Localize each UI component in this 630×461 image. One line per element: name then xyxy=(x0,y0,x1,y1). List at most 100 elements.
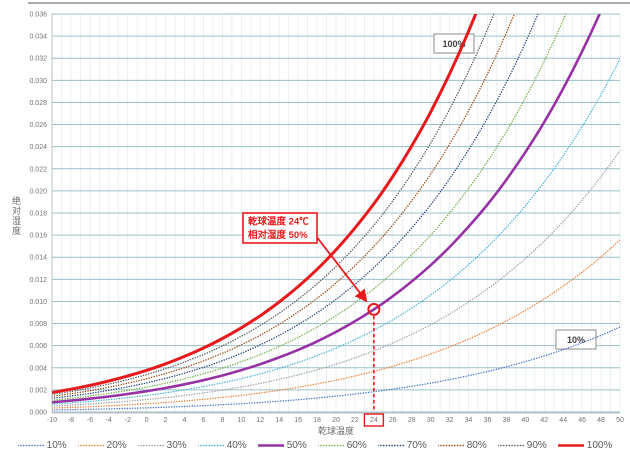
legend-item-50pct: 50% xyxy=(257,440,307,451)
curve-50pct xyxy=(52,14,601,404)
svg-text:8: 8 xyxy=(220,417,224,424)
svg-text:0.006: 0.006 xyxy=(29,343,47,350)
svg-text:0.018: 0.018 xyxy=(29,211,47,218)
legend-label: 100% xyxy=(586,440,613,451)
legend-label: 70% xyxy=(406,440,427,451)
svg-text:32: 32 xyxy=(446,417,454,424)
curve-90pct xyxy=(52,14,495,396)
svg-text:0.022: 0.022 xyxy=(29,166,47,173)
curve-30pct xyxy=(52,150,620,407)
svg-text:44: 44 xyxy=(559,417,567,424)
window-top-edge xyxy=(28,2,630,4)
x-axis-title: 乾球温度 xyxy=(317,426,354,436)
legend-swatch xyxy=(557,444,584,447)
callout-box xyxy=(242,212,318,244)
legend-label: 20% xyxy=(106,440,127,451)
legend-swatch xyxy=(137,444,164,447)
svg-text:0.020: 0.020 xyxy=(29,188,47,195)
svg-text:0.026: 0.026 xyxy=(29,122,47,129)
legend-swatch xyxy=(197,444,224,447)
svg-text:20: 20 xyxy=(332,417,340,424)
chart-canvas: 0.000 0.002 0.004 0.006 0.008 0.010 0.012 0.014… xyxy=(29,12,624,427)
svg-text:0.028: 0.028 xyxy=(29,100,47,107)
legend-label: 50% xyxy=(286,440,307,451)
legend-label: 90% xyxy=(526,440,547,451)
legend-item-10pct: 10% xyxy=(17,440,67,451)
svg-text:6: 6 xyxy=(202,417,206,424)
legend-item-80pct: 80% xyxy=(437,440,487,451)
svg-text:-10: -10 xyxy=(47,417,57,424)
svg-text:26: 26 xyxy=(389,417,397,424)
legend-swatch xyxy=(437,444,464,447)
legend-label: 30% xyxy=(166,440,187,451)
svg-text:0.024: 0.024 xyxy=(29,144,47,151)
legend-item-20pct: 20% xyxy=(77,440,127,451)
svg-text:10%: 10% xyxy=(567,335,585,345)
chart-legend: 10% 20% 30% 40% 50% 60% 70% 80% 90% 100% xyxy=(0,440,630,451)
svg-text:22: 22 xyxy=(351,417,359,424)
svg-text:0.008: 0.008 xyxy=(29,321,47,328)
legend-item-100pct: 100% xyxy=(557,440,613,451)
callout-line-1: 乾球温度 24℃ xyxy=(248,216,309,228)
svg-text:38: 38 xyxy=(503,417,511,424)
svg-text:28: 28 xyxy=(408,417,416,424)
svg-text:12: 12 xyxy=(256,417,264,424)
svg-text:42: 42 xyxy=(540,417,548,424)
svg-text:-2: -2 xyxy=(125,417,131,424)
svg-text:0.032: 0.032 xyxy=(29,56,47,63)
svg-text:24: 24 xyxy=(370,417,378,424)
svg-text:0: 0 xyxy=(145,417,149,424)
svg-text:16: 16 xyxy=(294,417,302,424)
svg-text:46: 46 xyxy=(578,417,586,424)
legend-label: 60% xyxy=(346,440,367,451)
data-point-marker xyxy=(367,302,381,316)
legend-item-70pct: 70% xyxy=(377,440,427,451)
legend-item-90pct: 90% xyxy=(497,440,547,451)
svg-text:36: 36 xyxy=(484,417,492,424)
legend-swatch xyxy=(317,444,344,447)
curve-60pct xyxy=(52,14,567,401)
legend-swatch xyxy=(497,444,524,447)
svg-text:10: 10 xyxy=(237,417,245,424)
svg-text:0.014: 0.014 xyxy=(29,255,47,262)
svg-text:14: 14 xyxy=(275,417,283,424)
callout-line-2: 相对湿度 50% xyxy=(248,229,308,241)
curve-label-10pct: 10% xyxy=(555,329,597,350)
curve-70pct xyxy=(52,14,539,399)
legend-label: 10% xyxy=(46,440,67,451)
curve-40pct xyxy=(52,58,620,405)
svg-text:0.034: 0.034 xyxy=(29,34,47,41)
legend-swatch xyxy=(17,444,44,447)
svg-text:2: 2 xyxy=(164,417,168,424)
legend-swatch xyxy=(377,444,404,447)
legend-item-40pct: 40% xyxy=(197,440,247,451)
curve-80pct xyxy=(52,14,516,398)
svg-text:100%: 100% xyxy=(442,39,465,49)
curve-100pct xyxy=(52,14,478,394)
svg-text:0.004: 0.004 xyxy=(29,365,47,372)
svg-text:-8: -8 xyxy=(68,417,74,424)
svg-text:0.002: 0.002 xyxy=(29,387,47,394)
highlighted-tick-box xyxy=(363,413,385,427)
svg-text:30: 30 xyxy=(427,417,435,424)
svg-text:0.036: 0.036 xyxy=(29,12,47,19)
legend-item-60pct: 60% xyxy=(317,440,367,451)
y-axis-title: 绝对湿度 xyxy=(11,196,21,236)
curves xyxy=(52,14,620,411)
svg-text:-4: -4 xyxy=(106,417,112,424)
svg-text:40: 40 xyxy=(521,417,529,424)
svg-text:0.010: 0.010 xyxy=(29,299,47,306)
legend-label: 80% xyxy=(466,440,487,451)
y-gridlines xyxy=(52,13,620,413)
svg-text:50: 50 xyxy=(616,417,624,424)
svg-text:18: 18 xyxy=(313,417,321,424)
svg-text:0.016: 0.016 xyxy=(29,233,47,240)
svg-text:48: 48 xyxy=(597,417,605,424)
callout-arrow xyxy=(315,235,368,303)
legend-item-30pct: 30% xyxy=(137,440,187,451)
legend-swatch xyxy=(257,444,284,447)
svg-text:0.030: 0.030 xyxy=(29,78,47,85)
svg-text:0.012: 0.012 xyxy=(29,277,47,284)
svg-text:4: 4 xyxy=(183,417,187,424)
